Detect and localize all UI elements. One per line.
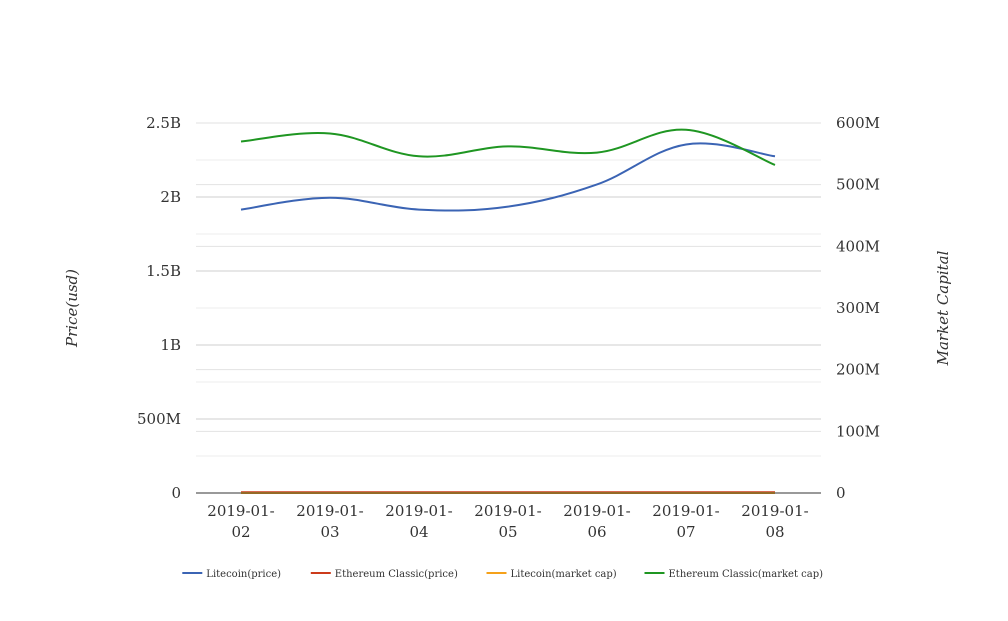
x-axis-ticks: 2019-01-02 2019-01-03 2019-01-04 2019-01-05… <box>207 502 808 541</box>
left-tick-label: 0 <box>171 484 181 502</box>
x-tick-label: 2019-01-05 <box>474 502 541 541</box>
legend-label-ethereum-classic-market-cap: Ethereum Classic(market cap) <box>669 569 824 580</box>
right-tick-label: 400M <box>836 237 880 255</box>
left-axis-title: Price(usd) <box>63 269 81 348</box>
x-tick-label: 2019-01-08 <box>741 502 808 541</box>
legend-label-ethereum-classic-price: Ethereum Classic(price) <box>335 569 458 580</box>
right-axis-title: Market Capital <box>934 250 952 366</box>
right-tick-label: 100M <box>836 422 880 440</box>
gridlines <box>196 122 821 457</box>
series-line-ethereum-classic-market-cap <box>240 128 776 166</box>
left-axis-ticks: 0 500M 1B 1.5B 2B 2.5B <box>137 114 181 502</box>
right-tick-label: 0 <box>836 484 846 502</box>
series-line-litecoin-price <box>240 142 776 212</box>
left-tick-label: 1B <box>160 336 181 354</box>
x-tick-label: 2019-01-07 <box>652 502 719 541</box>
right-tick-label: 200M <box>836 361 880 379</box>
left-tick-label: 1.5B <box>146 262 181 280</box>
x-tick-label: 2019-01-02 <box>207 502 274 541</box>
right-tick-label: 500M <box>836 176 880 194</box>
left-tick-label: 500M <box>137 410 181 428</box>
x-tick-label: 2019-01-06 <box>563 502 630 541</box>
series-lines <box>240 128 776 495</box>
legend: Litecoin(price) Ethereum Classic(price) Li… <box>182 569 823 580</box>
right-tick-label: 300M <box>836 299 880 317</box>
left-tick-label: 2B <box>160 188 181 206</box>
left-tick-label: 2.5B <box>146 114 181 132</box>
x-tick-label: 2019-01-03 <box>296 502 363 541</box>
legend-label-litecoin-price: Litecoin(price) <box>206 569 281 580</box>
x-tick-label: 2019-01-04 <box>385 502 452 541</box>
legend-label-litecoin-market-cap: Litecoin(market cap) <box>511 569 617 580</box>
right-tick-label: 600M <box>836 114 880 132</box>
right-axis-ticks: 0 100M 200M 300M 400M 500M 600M <box>836 114 880 502</box>
